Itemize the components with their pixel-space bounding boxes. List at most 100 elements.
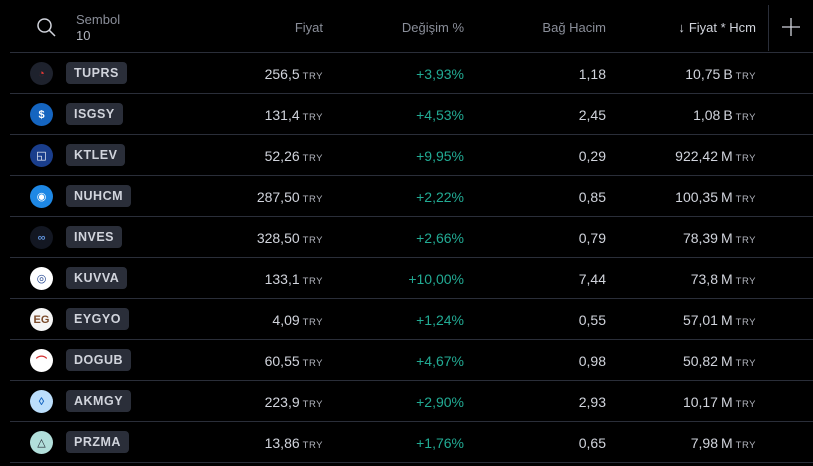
multiplier: M — [720, 271, 733, 287]
multiplier: M — [720, 353, 733, 369]
volume-cell: 0,55 — [578, 312, 606, 328]
price-volume-cell: 78,39 M TRY — [683, 230, 756, 246]
price-volume-cell: 100,35 M TRY — [675, 189, 756, 205]
arrow-down-icon: ↓ — [678, 20, 685, 35]
change-cell: +1,76% — [416, 435, 464, 451]
price-volume-value: 1,08 — [693, 107, 721, 123]
currency-unit: TRY — [302, 276, 323, 287]
currency-unit: TRY — [302, 235, 323, 246]
price-value: 131,4 — [264, 107, 300, 123]
company-logo-icon: ◱ — [30, 144, 53, 167]
plus-icon — [782, 18, 800, 36]
volume-cell: 1,18 — [578, 66, 606, 82]
change-cell: +9,95% — [416, 148, 464, 164]
company-logo-icon: ◉ — [30, 185, 53, 208]
table-row[interactable]: ◱ KTLEV 52,26 TRY +9,95% 0,29 922,42 M TRY — [10, 135, 813, 176]
ticker-badge[interactable]: KTLEV — [66, 144, 126, 166]
volume-cell: 0,65 — [578, 435, 606, 451]
price-value: 60,55 — [264, 353, 300, 369]
currency-unit: TRY — [735, 317, 756, 328]
table-row[interactable]: $ ISGSY 131,4 TRY +4,53% 2,45 1,08 B TRY — [10, 94, 813, 135]
ticker-badge[interactable]: TUPRS — [66, 62, 127, 84]
currency-unit: TRY — [302, 194, 323, 205]
ticker-badge[interactable]: PRZMA — [66, 431, 129, 453]
multiplier: M — [720, 230, 733, 246]
currency-unit: TRY — [302, 71, 323, 82]
symbol-count: 10 — [76, 28, 91, 43]
table-row[interactable]: ◔ TUPRS 256,5 TRY +3,93% 1,18 10,75 B TRY — [10, 53, 813, 94]
price-value: 52,26 — [264, 148, 300, 164]
volume-cell: 0,29 — [578, 148, 606, 164]
volume-cell: 2,45 — [578, 107, 606, 123]
volume-cell: 0,85 — [578, 189, 606, 205]
change-cell: +4,67% — [416, 353, 464, 369]
volume-cell: 0,79 — [578, 230, 606, 246]
company-logo-icon: ◎ — [30, 267, 53, 290]
currency-unit: TRY — [735, 112, 756, 123]
price-volume-cell: 57,01 M TRY — [683, 312, 756, 328]
symbol-header-label: Sembol — [76, 12, 121, 27]
price-cell: 60,55 TRY — [265, 353, 323, 369]
price-cell: 52,26 TRY — [265, 148, 323, 164]
table-row[interactable]: ◊ AKMGY 223,9 TRY +2,90% 2,93 10,17 M TRY — [10, 381, 813, 422]
ticker-badge[interactable]: ISGSY — [66, 103, 123, 125]
currency-unit: TRY — [735, 153, 756, 164]
ticker-badge[interactable]: NUHCM — [66, 185, 132, 207]
add-column-button[interactable] — [768, 5, 813, 51]
table-row[interactable]: ∞ INVES 328,50 TRY +2,66% 0,79 78,39 M TRY — [10, 217, 813, 258]
change-cell: +2,90% — [416, 394, 464, 410]
ticker-badge[interactable]: EYGYO — [66, 308, 129, 330]
price-cell: 131,4 TRY — [265, 107, 323, 123]
change-column-header[interactable]: Değişim % — [401, 20, 464, 35]
ticker-badge[interactable]: INVES — [66, 226, 123, 248]
table-row[interactable]: ◉ NUHCM 287,50 TRY +2,22% 0,85 100,35 M TRY — [10, 176, 813, 217]
change-cell: +4,53% — [416, 107, 464, 123]
volume-cell: 7,44 — [578, 271, 606, 287]
screener-table: Sembol 10 Fiyat Değişim % Bağ Hacim ↓ Fiy… — [10, 0, 813, 463]
currency-unit: TRY — [735, 399, 756, 410]
multiplier: M — [720, 394, 733, 410]
price-cell: 13,86 TRY — [265, 435, 323, 451]
currency-unit: TRY — [302, 358, 323, 369]
table-header: Sembol 10 Fiyat Değişim % Bağ Hacim ↓ Fiy… — [10, 0, 813, 53]
currency-unit: TRY — [735, 71, 756, 82]
ticker-badge[interactable]: DOGUB — [66, 349, 132, 371]
company-logo-icon: ∞ — [30, 226, 53, 249]
ticker-badge[interactable]: AKMGY — [66, 390, 132, 412]
change-cell: +10,00% — [408, 271, 464, 287]
company-logo-icon: ◊ — [30, 390, 53, 413]
currency-unit: TRY — [302, 317, 323, 328]
company-logo-icon: △ — [30, 431, 53, 454]
ticker-badge[interactable]: KUVVA — [66, 267, 128, 289]
multiplier: M — [720, 189, 733, 205]
table-row[interactable]: ⌒ DOGUB 60,55 TRY +4,67% 0,98 50,82 M TRY — [10, 340, 813, 381]
price-volume-value: 7,98 — [690, 435, 718, 451]
company-logo-icon: ◔ — [30, 62, 53, 85]
company-logo-icon: $ — [30, 103, 53, 126]
currency-unit: TRY — [735, 194, 756, 205]
sort-column-label: Fiyat * Hcm — [688, 20, 756, 35]
price-value: 287,50 — [256, 189, 300, 205]
currency-unit: TRY — [302, 399, 323, 410]
price-volume-value: 50,82 — [682, 353, 718, 369]
symbol-column-header[interactable]: Sembol 10 — [76, 12, 120, 44]
company-logo-icon: ⌒ — [30, 349, 53, 372]
table-row[interactable]: EG EYGYO 4,09 TRY +1,24% 0,55 57,01 M TRY — [10, 299, 813, 340]
search-icon[interactable] — [36, 17, 56, 37]
price-volume-cell: 73,8 M TRY — [691, 271, 756, 287]
price-volume-cell: 10,17 M TRY — [683, 394, 756, 410]
change-cell: +1,24% — [416, 312, 464, 328]
table-row[interactable]: ◎ KUVVA 133,1 TRY +10,00% 7,44 73,8 M TRY — [10, 258, 813, 299]
price-volume-column-header[interactable]: ↓ Fiyat * Hcm — [678, 20, 756, 35]
price-volume-value: 922,42 — [675, 148, 718, 164]
price-volume-value: 73,8 — [690, 271, 718, 287]
price-value: 133,1 — [264, 271, 300, 287]
volume-column-header[interactable]: Bağ Hacim — [542, 20, 606, 35]
price-value: 223,9 — [264, 394, 300, 410]
table-body: ◔ TUPRS 256,5 TRY +3,93% 1,18 10,75 B TRY $… — [10, 53, 813, 463]
volume-cell: 2,93 — [578, 394, 606, 410]
table-row[interactable]: △ PRZMA 13,86 TRY +1,76% 0,65 7,98 M TRY — [10, 422, 813, 463]
price-cell: 133,1 TRY — [265, 271, 323, 287]
price-column-header[interactable]: Fiyat — [294, 20, 323, 35]
price-cell: 328,50 TRY — [257, 230, 323, 246]
